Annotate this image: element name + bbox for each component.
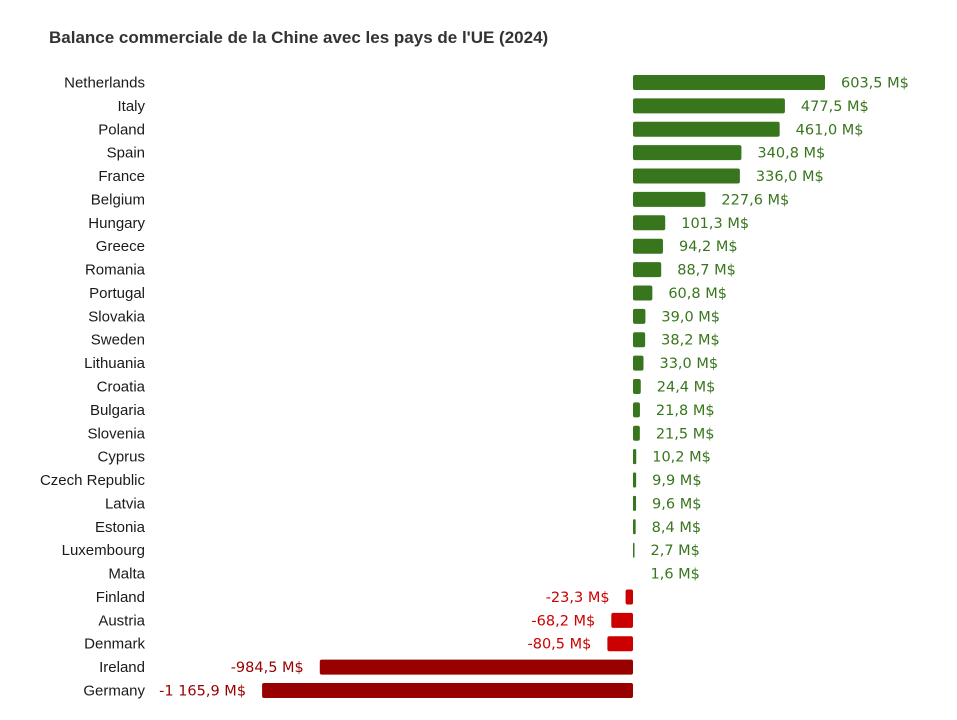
bar-lithuania [633, 355, 644, 371]
bar-portugal [633, 285, 653, 301]
value-label-malta: 1,6 M$ [651, 567, 700, 583]
value-label-finland: -23,3 M$ [546, 590, 610, 606]
bar-greece [633, 238, 663, 254]
value-label-romania: 88,7 M$ [677, 263, 736, 279]
value-label-austria: -68,2 M$ [531, 613, 595, 629]
category-label-slovenia: Slovenia [87, 425, 145, 442]
category-label-estonia: Estonia [95, 519, 146, 536]
bar-germany [262, 683, 633, 698]
value-label-luxembourg: 2,7 M$ [651, 543, 700, 559]
bar-ireland [319, 659, 633, 675]
category-label-spain: Spain [107, 145, 145, 162]
value-label-estonia: 8,4 M$ [652, 520, 701, 536]
bar-croatia [633, 379, 641, 394]
chart-title: Balance commerciale de la Chine avec les… [49, 28, 549, 47]
value-label-netherlands: 603,5 M$ [841, 76, 909, 92]
category-label-romania: Romania [85, 262, 146, 279]
bar-netherlands [633, 75, 825, 90]
value-label-bulgaria: 21,8 M$ [656, 403, 715, 419]
bar-cyprus [633, 449, 637, 465]
category-label-sweden: Sweden [91, 332, 145, 349]
bar-latvia [633, 495, 637, 511]
value-label-sweden: 38,2 M$ [661, 333, 720, 349]
category-label-denmark: Denmark [84, 636, 145, 653]
category-label-latvia: Latvia [105, 495, 146, 512]
value-label-slovakia: 39,0 M$ [661, 309, 720, 325]
value-label-spain: 340,8 M$ [757, 146, 825, 162]
category-label-cyprus: Cyprus [97, 449, 145, 466]
value-label-hungary: 101,3 M$ [681, 216, 749, 232]
bar-hungary [633, 215, 666, 231]
value-label-poland: 461,0 M$ [796, 122, 864, 138]
category-label-belgium: Belgium [91, 191, 145, 208]
bar-sweden [633, 332, 646, 348]
bar-estonia [633, 519, 636, 535]
value-label-ireland: -984,5 M$ [231, 660, 304, 676]
category-label-greece: Greece [96, 238, 145, 255]
category-label-finland: Finland [96, 589, 145, 606]
bar-poland [633, 121, 780, 137]
value-label-france: 336,0 M$ [756, 169, 824, 185]
category-label-portugal: Portugal [89, 285, 145, 302]
value-label-germany: -1 165,9 M$ [159, 684, 246, 700]
bar-finland [625, 589, 633, 605]
bar-belgium [633, 191, 706, 207]
category-label-italy: Italy [117, 98, 145, 115]
category-label-bulgaria: Bulgaria [90, 402, 146, 419]
value-label-cyprus: 10,2 M$ [652, 450, 711, 466]
category-label-poland: Poland [98, 121, 145, 138]
category-label-luxembourg: Luxembourg [62, 542, 145, 559]
category-label-malta: Malta [108, 566, 145, 583]
bar-czech-republic [633, 472, 637, 488]
value-label-lithuania: 33,0 M$ [659, 356, 718, 372]
value-label-czech-republic: 9,9 M$ [652, 473, 701, 489]
bar-denmark [607, 636, 633, 652]
value-label-denmark: -80,5 M$ [528, 637, 592, 653]
value-label-italy: 477,5 M$ [801, 99, 869, 115]
category-label-lithuania: Lithuania [84, 355, 146, 372]
category-label-france: France [98, 168, 145, 185]
bar-bulgaria [633, 402, 640, 418]
category-label-slovakia: Slovakia [88, 308, 145, 325]
value-label-greece: 94,2 M$ [679, 239, 738, 255]
category-label-austria: Austria [98, 612, 145, 629]
category-label-czech-republic: Czech Republic [40, 472, 146, 489]
category-label-germany: Germany [83, 683, 145, 700]
category-label-hungary: Hungary [88, 215, 145, 232]
category-label-croatia: Croatia [97, 379, 146, 396]
value-label-slovenia: 21,5 M$ [656, 426, 715, 442]
bar-slovakia [633, 308, 646, 324]
bar-slovenia [633, 425, 640, 441]
value-label-latvia: 9,6 M$ [652, 496, 701, 512]
category-label-ireland: Ireland [99, 659, 145, 676]
category-label-netherlands: Netherlands [64, 75, 145, 92]
bar-luxembourg [633, 542, 635, 558]
bar-austria [611, 612, 633, 628]
bar-romania [633, 262, 662, 278]
value-label-croatia: 24,4 M$ [657, 380, 716, 396]
bar-italy [633, 98, 785, 114]
value-label-belgium: 227,6 M$ [721, 192, 789, 208]
bar-france [633, 168, 740, 184]
value-label-portugal: 60,8 M$ [668, 286, 727, 302]
bar-spain [633, 145, 742, 161]
